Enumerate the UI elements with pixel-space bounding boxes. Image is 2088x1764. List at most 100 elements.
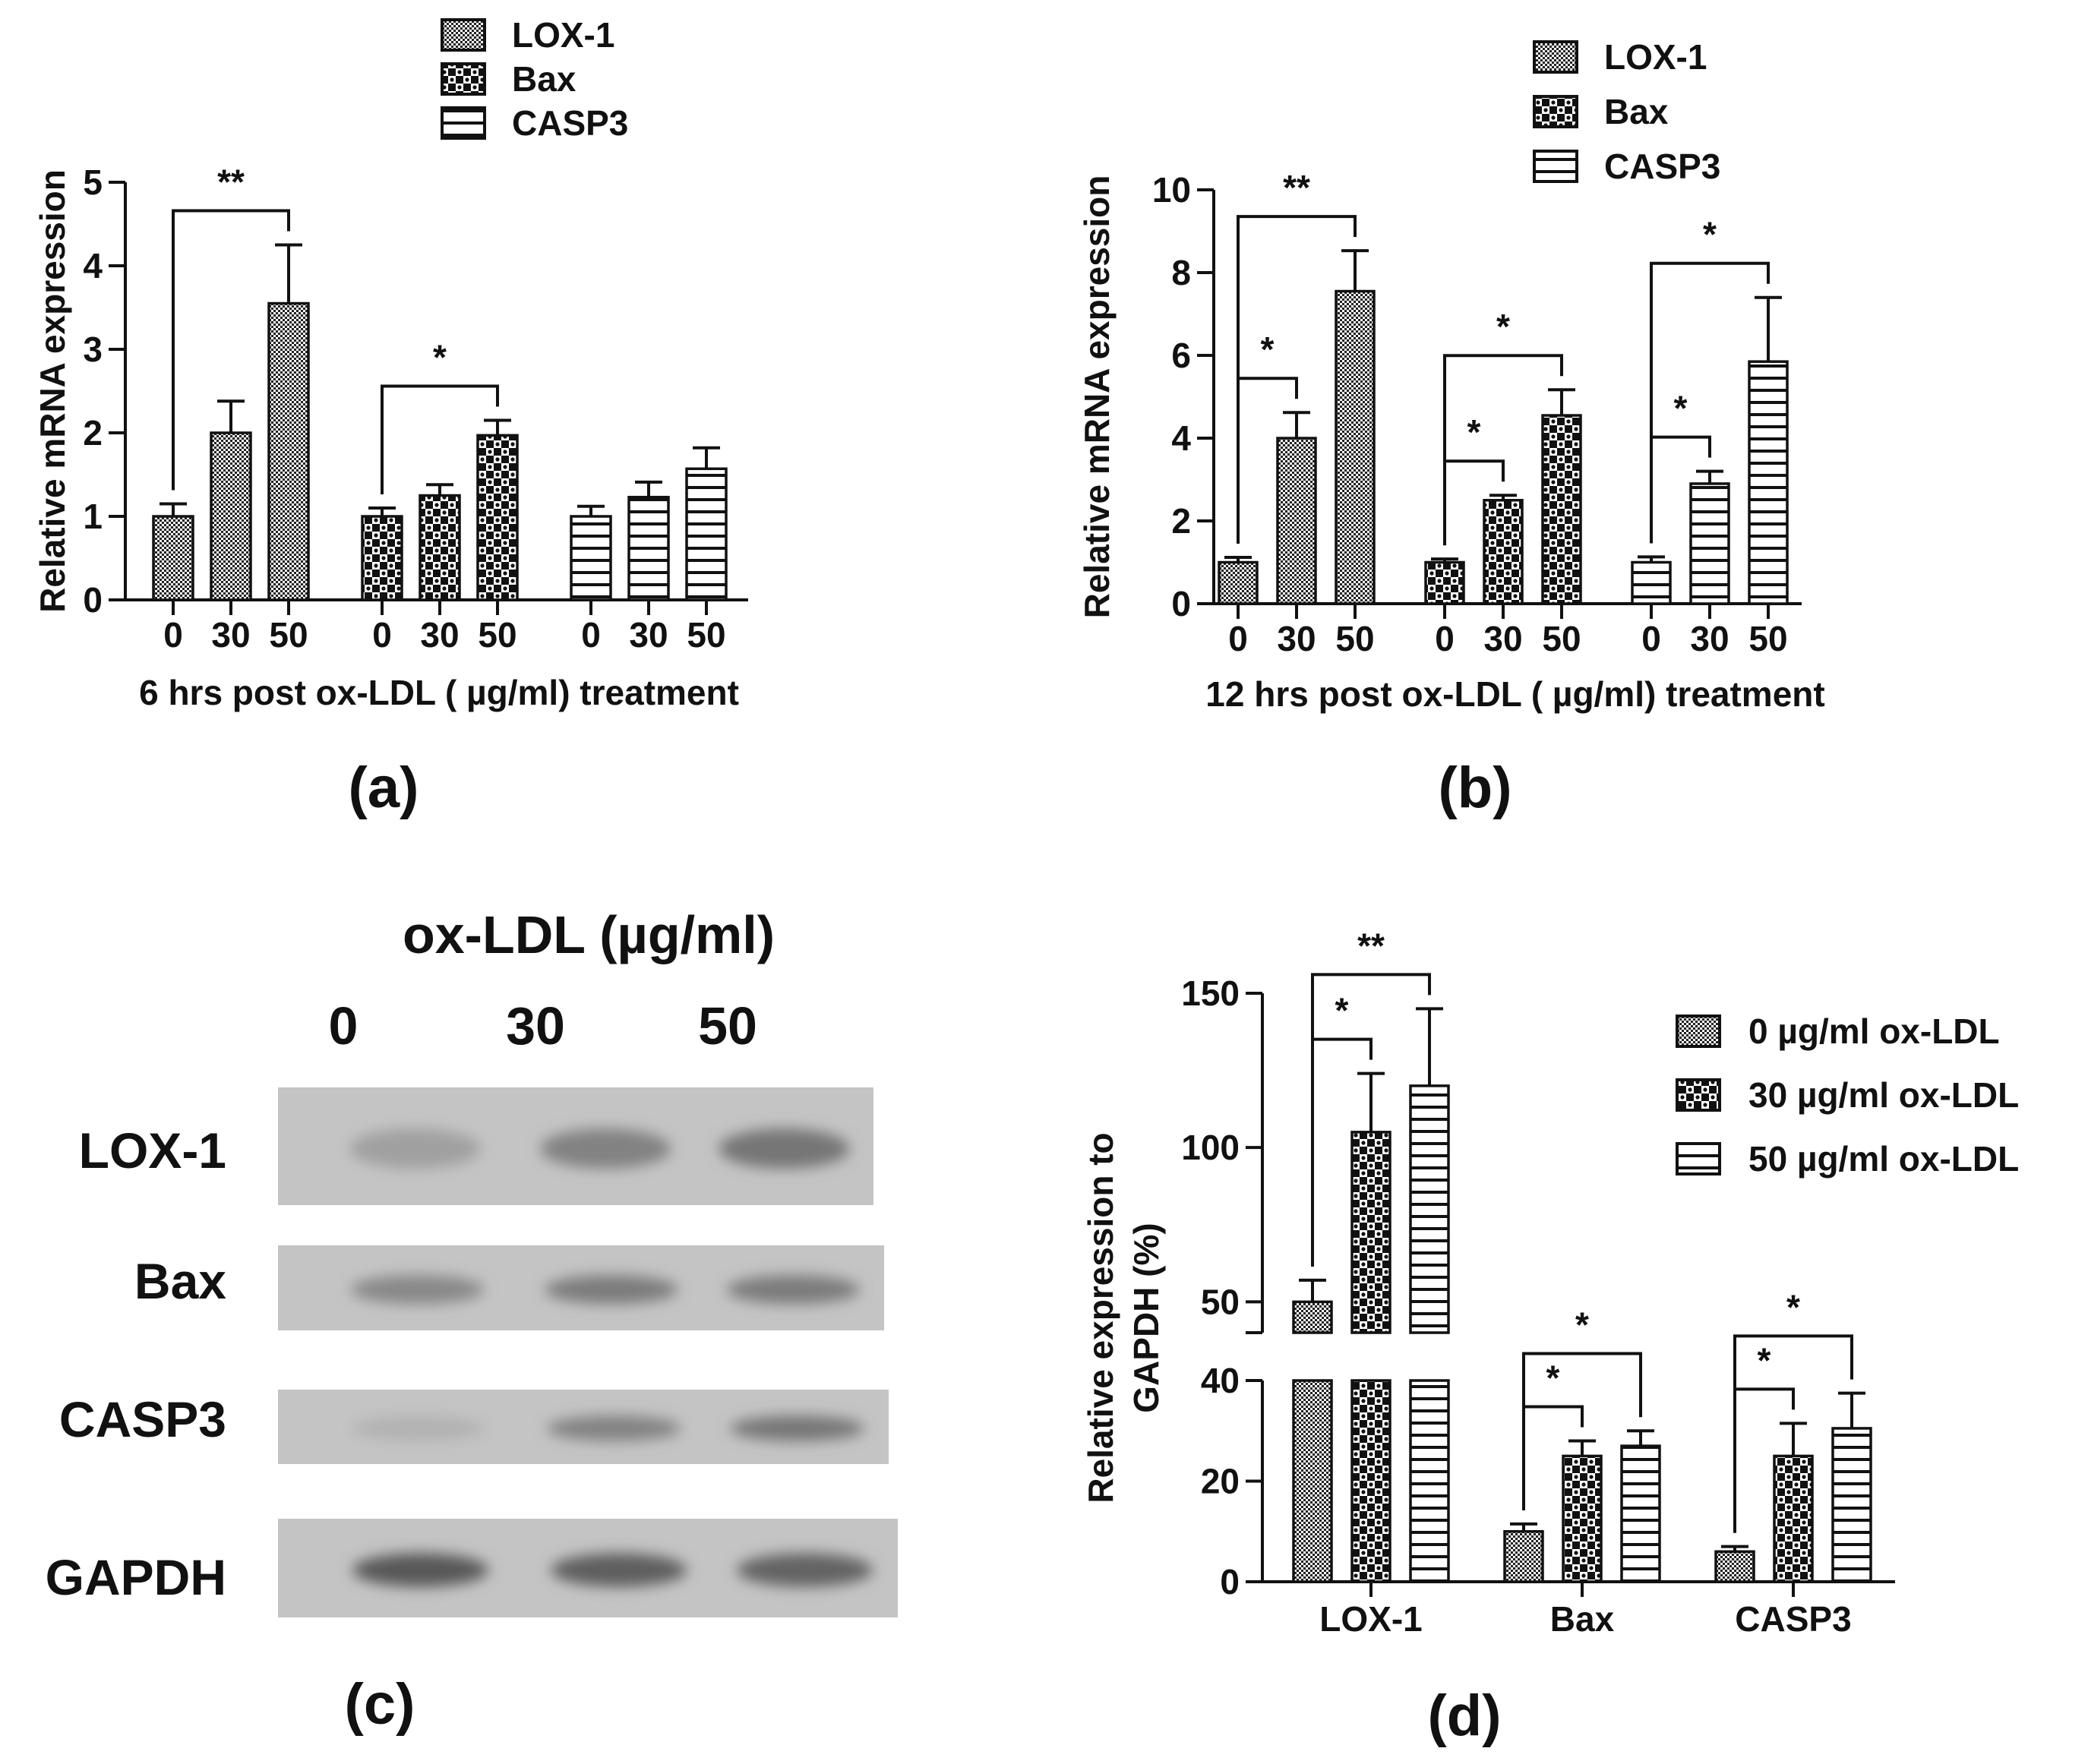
legend-swatch [441, 62, 486, 96]
y-tick-label: 4 [83, 246, 103, 286]
y-tick-label: 100 [1181, 1128, 1240, 1167]
significance-star: * [1703, 215, 1717, 254]
blot-band [736, 1553, 873, 1587]
blot-row-label: LOX-1 [79, 1122, 226, 1179]
bar [419, 494, 461, 601]
y-tick-label: 10 [1152, 170, 1191, 210]
legend-label: Bax [1604, 92, 1669, 131]
bar [627, 495, 670, 601]
bar [685, 467, 728, 601]
bar [361, 515, 403, 601]
significance-bracket [172, 209, 290, 491]
x-dose-label: 0 [581, 615, 601, 655]
y-tick-label: 6 [1171, 336, 1191, 375]
blot-title: ox-LDL (µg/ml) [403, 905, 775, 964]
legend-swatch [1676, 1142, 1721, 1175]
x-dose-label: 50 [269, 615, 308, 655]
blot-dose-30: 30 [506, 996, 565, 1056]
bar [476, 434, 519, 601]
x-dose-label: 30 [1277, 619, 1316, 658]
bar [1631, 560, 1672, 605]
x-dose-label: 0 [1228, 619, 1248, 658]
blot-band [349, 1128, 481, 1169]
bar [267, 301, 310, 601]
x-axis-label: 6 hrs post ox-LDL ( µg/ml) treatment [139, 673, 739, 712]
bar [1773, 1454, 1814, 1583]
blot-band [352, 1553, 489, 1587]
significance-star: * [1546, 1359, 1560, 1398]
legend-label: CASP3 [1604, 147, 1720, 186]
bar [1335, 289, 1376, 605]
x-dose-label: 50 [1748, 619, 1787, 658]
x-category-label: Bax [1550, 1599, 1615, 1639]
y-tick-label: 1 [83, 497, 103, 536]
significance-star: * [1496, 307, 1510, 346]
y-tick-label: 150 [1181, 974, 1240, 1013]
x-dose-label: 30 [1483, 619, 1522, 658]
bar-upper-segment [1292, 1300, 1333, 1334]
significance-bracket [1443, 354, 1563, 546]
chart-a-mrna-6h: 0 1 2 3 4 5 Relative mRNA expression 0 30 50 0 30 50… [33, 15, 748, 820]
blot-band [539, 1128, 671, 1169]
legend-swatch [1676, 1078, 1721, 1112]
x-dose-label: 50 [1542, 619, 1581, 658]
bar [210, 431, 252, 601]
significance-bracket [1650, 261, 1770, 544]
y-tick-label: 4 [1171, 418, 1191, 458]
significance-bracket [1733, 1334, 1853, 1533]
panel-label: (d) [1427, 1684, 1501, 1748]
y-tick-label: 0 [1171, 584, 1191, 623]
legend-label: Bax [512, 59, 576, 99]
bar [1483, 499, 1524, 605]
significance-star: * [1786, 1287, 1800, 1327]
chart-d-protein-relative-gapdh: 0 20 40 50 100 150 Relative expression to GAPDH… [1081, 926, 2019, 1748]
significance-star: * [433, 338, 447, 377]
significance-star: * [1674, 389, 1688, 428]
bar [1276, 437, 1317, 605]
significance-bracket [381, 384, 499, 494]
significance-star: * [1758, 1340, 1771, 1380]
y-tick-label: 50 [1201, 1282, 1240, 1321]
blot-band [726, 1275, 861, 1305]
bar-lower-segment [1409, 1379, 1450, 1583]
legend-label: CASP3 [512, 103, 628, 143]
y-tick-label: 8 [1171, 253, 1191, 292]
y-tick-label: 5 [83, 163, 103, 202]
bar-lower-segment [1292, 1379, 1333, 1583]
significance-bracket [1522, 1352, 1642, 1510]
bar [1831, 1427, 1872, 1583]
y-tick-label: 2 [1171, 501, 1191, 541]
blot-band [719, 1128, 850, 1169]
y-axis-label: Relative mRNA expression [1077, 175, 1117, 619]
blot-dose-50: 50 [698, 996, 757, 1056]
x-axis-label: 12 hrs post ox-LDL ( µg/ml) treatment [1205, 674, 1824, 714]
x-category-label: LOX-1 [1319, 1599, 1422, 1639]
panel-label: (a) [349, 756, 419, 820]
x-dose-label: 0 [1435, 619, 1455, 658]
bar [1503, 1530, 1544, 1583]
blot-band [545, 1275, 678, 1305]
x-dose-label: 0 [163, 615, 183, 655]
chart-b-mrna-12h: 0 2 4 6 8 10 Relative mRNA expression 0 30 50 0 30 5… [1077, 37, 1825, 820]
x-dose-label: 50 [687, 615, 725, 655]
blot-band [729, 1415, 864, 1441]
legend-swatch [1533, 150, 1578, 183]
x-dose-label: 50 [478, 615, 516, 655]
legend-label: 0 µg/ml ox-LDL [1748, 1011, 2000, 1051]
bar-upper-segment [1350, 1131, 1391, 1334]
x-dose-label: 30 [1690, 619, 1729, 658]
legend-swatch [1533, 95, 1578, 128]
blot-dose-0: 0 [329, 996, 359, 1056]
bar [1620, 1444, 1661, 1583]
significance-star: * [1335, 991, 1349, 1030]
blot-band [350, 1275, 485, 1305]
bar-lower-segment [1350, 1379, 1391, 1583]
y-tick-label: 2 [83, 413, 103, 453]
blot-band [351, 1415, 486, 1441]
significance-bracket [1311, 973, 1431, 1267]
x-dose-label: 30 [211, 615, 250, 655]
blot-row-label: Bax [134, 1253, 226, 1309]
significance-star: ** [1283, 168, 1310, 207]
x-dose-label: 30 [420, 615, 459, 655]
y-tick-label: 0 [1220, 1562, 1240, 1601]
